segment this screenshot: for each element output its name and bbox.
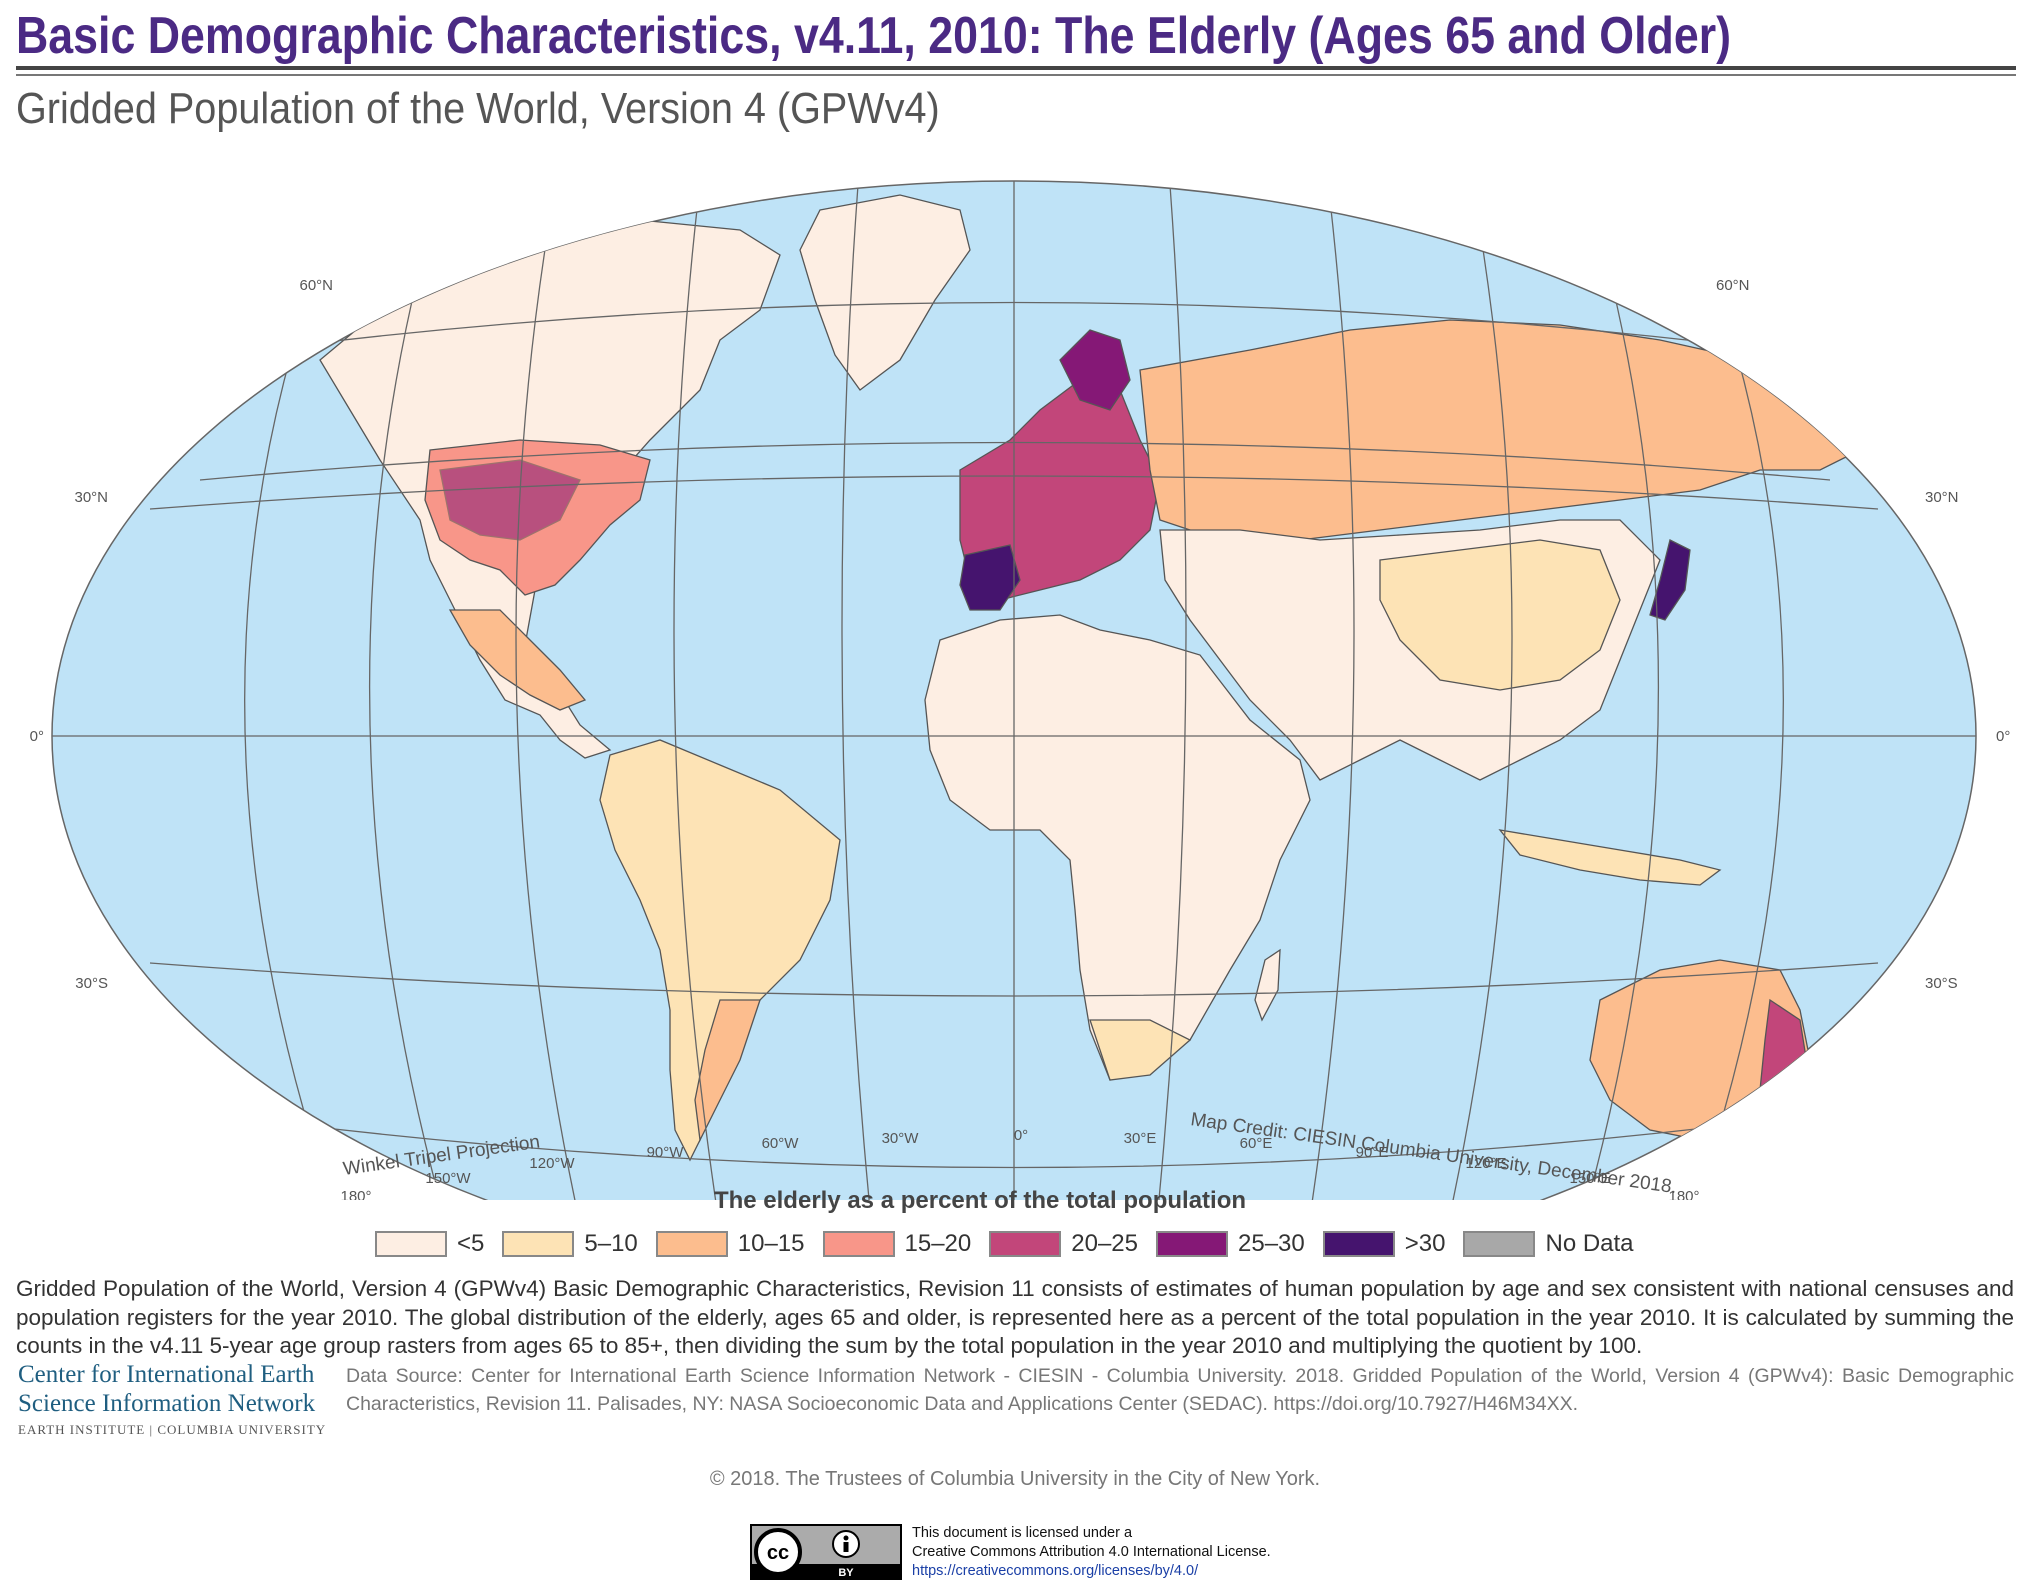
legend-label: 5–10: [584, 1230, 638, 1257]
license-line2: Creative Commons Attribution 4.0 Interna…: [912, 1544, 1271, 1560]
longitude-label: 120°W: [529, 1155, 575, 1172]
iberia: [959, 544, 1021, 611]
legend-item: 15–20: [822, 1230, 972, 1258]
cc-by-badge[interactable]: cc BY: [750, 1524, 902, 1580]
legend-swatch: [1463, 1231, 1536, 1257]
org-name-line2: Science Information Network: [18, 1390, 316, 1417]
data-source: Data Source: Center for International Ea…: [346, 1365, 2014, 1415]
south-america-south: [694, 999, 761, 1143]
legend-item: No Data: [1463, 1230, 1634, 1258]
legend-label: >30: [1404, 1230, 1446, 1257]
latitude-label: 30°S: [1925, 975, 1958, 992]
graticule: [52, 181, 1976, 1200]
cc-icon: [754, 1528, 802, 1576]
legend-swatch: [1322, 1231, 1395, 1257]
by-text: BY: [838, 1567, 854, 1579]
latitude-label: 30°N: [74, 489, 108, 506]
land-masses: [319, 194, 1862, 1200]
org-name-line1: Center for International Earth: [18, 1361, 315, 1388]
legend-swatch: [1156, 1231, 1229, 1257]
longitude-label: 150°E: [1569, 1170, 1610, 1187]
china: [1379, 539, 1621, 691]
longitude-label: 90°W: [647, 1144, 685, 1161]
copyright: © 2018. The Trustees of Columbia Univers…: [709, 1468, 1321, 1490]
legend-label: 25–30: [1238, 1230, 1305, 1257]
longitude-labels: 180° 150°W 120°W 90°W 60°W 30°W 0° 30°E 60°E 90°E…: [340, 1127, 1699, 1200]
longitude-label: 0°: [1014, 1127, 1028, 1144]
legend-swatch: [655, 1231, 728, 1257]
world-map: 60°N 60°N 30°N 30°N 0° 0° 30°S 30°S 180° 150°W 12…: [30, 180, 2011, 1200]
scandinavia: [1059, 329, 1131, 411]
latitude-label: 0°: [30, 728, 44, 745]
indonesia: [1498, 829, 1722, 886]
longitude-label: 180°: [1668, 1188, 1699, 1200]
page-subtitle: Gridded Population of the World, Version…: [16, 84, 940, 133]
longitude-label: 180°: [340, 1188, 371, 1200]
legend-label: <5: [457, 1230, 485, 1257]
license-notice: This document is licensed under a Creati…: [912, 1524, 1271, 1581]
mexico: [448, 609, 587, 711]
page-title: Basic Demographic Characteristics, v4.11…: [16, 7, 1732, 65]
latitude-label: 0°: [1996, 728, 2010, 745]
japan: [1649, 539, 1691, 621]
legend-item: 25–30: [1156, 1230, 1305, 1258]
latitude-labels: 60°N 60°N 30°N 30°N 0° 0° 30°S 30°S: [30, 277, 2011, 992]
description: Gridded Population of the World, Version…: [16, 1276, 2014, 1358]
cc-text: cc: [767, 1542, 789, 1564]
license-line1: This document is licensed under a: [912, 1525, 1133, 1541]
latitude-label: 60°N: [299, 277, 333, 294]
legend-item: >30: [1322, 1230, 1446, 1258]
longitude-label: 90°E: [1356, 1144, 1389, 1161]
legend-item: <5: [375, 1230, 484, 1258]
legend-swatch: [822, 1231, 895, 1257]
legend-swatch: [375, 1231, 447, 1257]
legend-label: 10–15: [737, 1230, 805, 1257]
greenland: [799, 194, 971, 391]
longitude-label: 30°W: [882, 1130, 920, 1147]
legend-item: 10–15: [655, 1230, 805, 1258]
legend-label: 20–25: [1071, 1230, 1139, 1257]
title-rule-thin: [16, 74, 2016, 76]
legend-label: 15–20: [904, 1230, 972, 1257]
legend-item: 5–10: [502, 1230, 638, 1258]
latitude-label: 30°S: [75, 975, 108, 992]
legend-swatch: [989, 1231, 1062, 1257]
legend-item: 20–25: [989, 1230, 1138, 1258]
latitude-label: 60°N: [1716, 277, 1750, 294]
longitude-label: 120°E: [1465, 1155, 1506, 1172]
latitude-label: 30°N: [1925, 489, 1959, 506]
longitude-label: 60°E: [1240, 1135, 1273, 1152]
legend-label: No Data: [1545, 1230, 1634, 1257]
longitude-label: 150°W: [425, 1170, 471, 1187]
title-rule: [16, 66, 2016, 70]
southern-africa: [1089, 1019, 1192, 1081]
longitude-label: 30°E: [1124, 1130, 1157, 1147]
legend: <5 5–10 10–15 15–20 20–25 25–30 >30 No Data: [375, 1230, 1652, 1258]
longitude-label: 60°W: [762, 1135, 800, 1152]
legend-swatch: [502, 1231, 575, 1257]
usa-dense: [439, 459, 581, 541]
ciesin-logo: Center for International Earth Science I…: [18, 1360, 326, 1438]
org-affiliation: EARTH INSTITUTE | COLUMBIA UNIVERSITY: [18, 1422, 327, 1437]
license-link[interactable]: https://creativecommons.org/licenses/by/…: [912, 1563, 1199, 1579]
legend-title: The elderly as a percent of the total po…: [713, 1187, 1247, 1214]
